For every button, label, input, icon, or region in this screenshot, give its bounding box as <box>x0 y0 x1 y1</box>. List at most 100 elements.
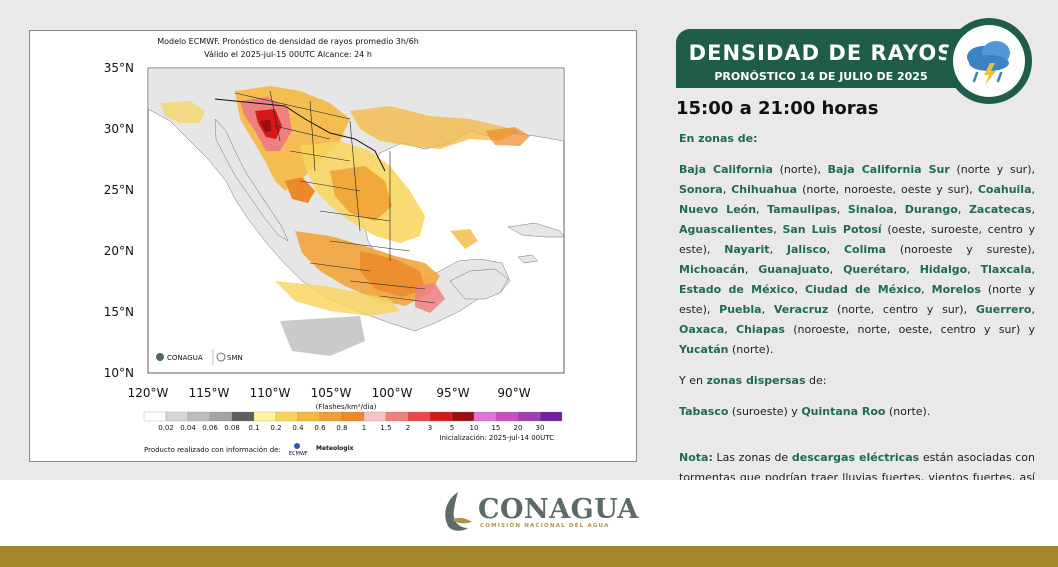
zone-detail: (norte y este), <box>679 283 1035 316</box>
zone-detail: , <box>836 203 848 216</box>
zone-name: Oaxaca <box>679 323 725 336</box>
conagua-logo-icon <box>156 353 164 361</box>
zone-name: Michoacán <box>679 263 745 276</box>
colorbar-label: 1.5 <box>380 424 391 432</box>
caribbean-islands <box>507 222 565 264</box>
colorbar-swatch <box>385 411 409 422</box>
colorbar-units: (Flashes/km²/día) <box>316 403 377 411</box>
colorbar-swatch <box>407 411 431 422</box>
zone-detail: (suroeste) y <box>728 405 802 418</box>
credit-text: Producto realizado con información de: <box>144 446 281 454</box>
zone-detail: , <box>773 223 783 236</box>
lon-label: 115°W <box>189 386 230 400</box>
lon-label: 95°W <box>436 386 469 400</box>
lon-label: 100°W <box>372 386 413 400</box>
colorbar-swatch <box>165 411 189 422</box>
colorbar-label: 0.06 <box>202 424 218 432</box>
lat-label: 30°N <box>104 122 134 136</box>
zone-name: Veracruz <box>773 303 829 316</box>
colorbar-swatch <box>429 411 453 422</box>
smn-logo-icon <box>216 352 226 362</box>
zone-name: San Luis Potosí <box>782 223 882 236</box>
colorbar-label: 3 <box>428 424 432 432</box>
zone-detail: (noroeste, norte, oeste, centro y sur) y <box>784 323 1035 336</box>
lightning-map-panel: Modelo ECMWF. Pronóstico de densidad de … <box>29 30 637 462</box>
lightning-density-field <box>160 86 530 356</box>
colorbar-label: 0.04 <box>180 424 196 432</box>
zone-name: Sonora <box>679 183 723 196</box>
dispersed-highlight: zonas dispersas <box>706 374 806 387</box>
lightning-density-map: Modelo ECMWF. Pronóstico de densidad de … <box>104 36 565 457</box>
init-text: Inicialización: 2025-jul-14 00UTC <box>439 434 554 442</box>
zone-name: Tamaulipas <box>767 203 837 216</box>
zone-detail: (oeste, suroeste, centro y este), <box>679 223 1035 256</box>
zone-detail: (norte, noroeste, oeste y sur), <box>797 183 978 196</box>
colorbar-swatch <box>319 411 343 422</box>
map-logos: CONAGUA SMN <box>156 349 243 365</box>
zone-name: Tabasco <box>679 405 729 418</box>
colorbar-label: 0.08 <box>224 424 240 432</box>
smn-logo-text: SMN <box>227 354 243 362</box>
colorbar-swatch <box>297 411 321 422</box>
colorbar-label: 0.4 <box>292 424 304 432</box>
zone-name: Baja California Sur <box>827 163 950 176</box>
dispersed-list: Tabasco (suroeste) y Quintana Roo (norte… <box>679 402 1035 422</box>
zone-detail: (norte). <box>885 405 931 418</box>
note-label: Nota: <box>679 451 713 464</box>
zone-name: Jalisco <box>786 243 827 256</box>
colorbar-swatch <box>143 411 167 422</box>
zone-detail: , <box>1031 303 1036 316</box>
zone-name: Hidalgo <box>919 263 968 276</box>
zone-name: Chihuahua <box>731 183 798 196</box>
colorbar-swatch <box>473 411 497 422</box>
zone-detail: , <box>1031 263 1036 276</box>
colorbar-label: 0.8 <box>336 424 347 432</box>
zone-name: Chiapas <box>736 323 785 336</box>
zone-detail: , <box>921 283 932 296</box>
ecmwf-logo-icon <box>294 443 300 449</box>
ecmwf-logo-text: ECMWF <box>289 451 308 457</box>
colorbar-swatch <box>253 411 277 422</box>
zones-list: Baja California (norte), Baja California… <box>679 160 1035 360</box>
colorbar-swatch <box>231 411 255 422</box>
lon-label: 120°W <box>128 386 169 400</box>
colorbar-label: 0.02 <box>158 424 174 432</box>
dispersed-prefix: Y en <box>679 374 707 387</box>
us-mexico-border <box>214 98 386 172</box>
forecast-text-panel: DENSIDAD DE RAYOS PRONÓSTICO 14 DE JULIO… <box>676 18 1036 504</box>
zone-detail: (norte, centro y sur), <box>828 303 976 316</box>
banner-subtitle: PRONÓSTICO 14 DE JULIO DE 2025 <box>714 70 928 83</box>
colorbar-swatch <box>517 411 541 422</box>
colorbar-swatch <box>451 411 475 422</box>
colorbar-label: 0.2 <box>270 424 281 432</box>
zone-detail: , <box>724 323 736 336</box>
map-title: Modelo ECMWF. Pronóstico de densidad de … <box>157 36 419 46</box>
lat-label: 20°N <box>104 244 134 258</box>
lon-label: 90°W <box>497 386 530 400</box>
zone-detail: , <box>756 203 768 216</box>
zone-detail: (noroeste y sureste), <box>886 243 1035 256</box>
zone-name: Querétaro <box>843 263 907 276</box>
colorbar-label: 5 <box>450 424 454 432</box>
zone-detail: , <box>769 243 787 256</box>
conagua-logo-text: CONAGUA <box>167 354 203 362</box>
colorbar-swatch <box>539 411 563 422</box>
zone-detail: , <box>957 203 969 216</box>
zone-detail: (norte), <box>772 163 828 176</box>
colorbar-swatch <box>275 411 299 422</box>
time-range-heading: 15:00 a 21:00 horas <box>676 98 879 119</box>
state-boundaries <box>234 90 436 304</box>
zone-name: Coahuila <box>977 183 1032 196</box>
colorbar-label: 0.1 <box>248 424 259 432</box>
zone-detail: , <box>744 263 759 276</box>
lat-label: 25°N <box>104 183 134 197</box>
zone-name: Morelos <box>931 283 981 296</box>
zone-name: Durango <box>904 203 958 216</box>
note-highlight: descargas eléctricas <box>791 451 920 464</box>
title-banner: DENSIDAD DE RAYOS PRONÓSTICO 14 DE JULIO… <box>676 29 986 88</box>
lat-label: 15°N <box>104 305 134 319</box>
zone-name: Guanajuato <box>758 263 830 276</box>
zone-name: Tlaxcala <box>980 263 1032 276</box>
zone-name: Yucatán <box>679 343 729 356</box>
zone-detail: , <box>826 243 844 256</box>
